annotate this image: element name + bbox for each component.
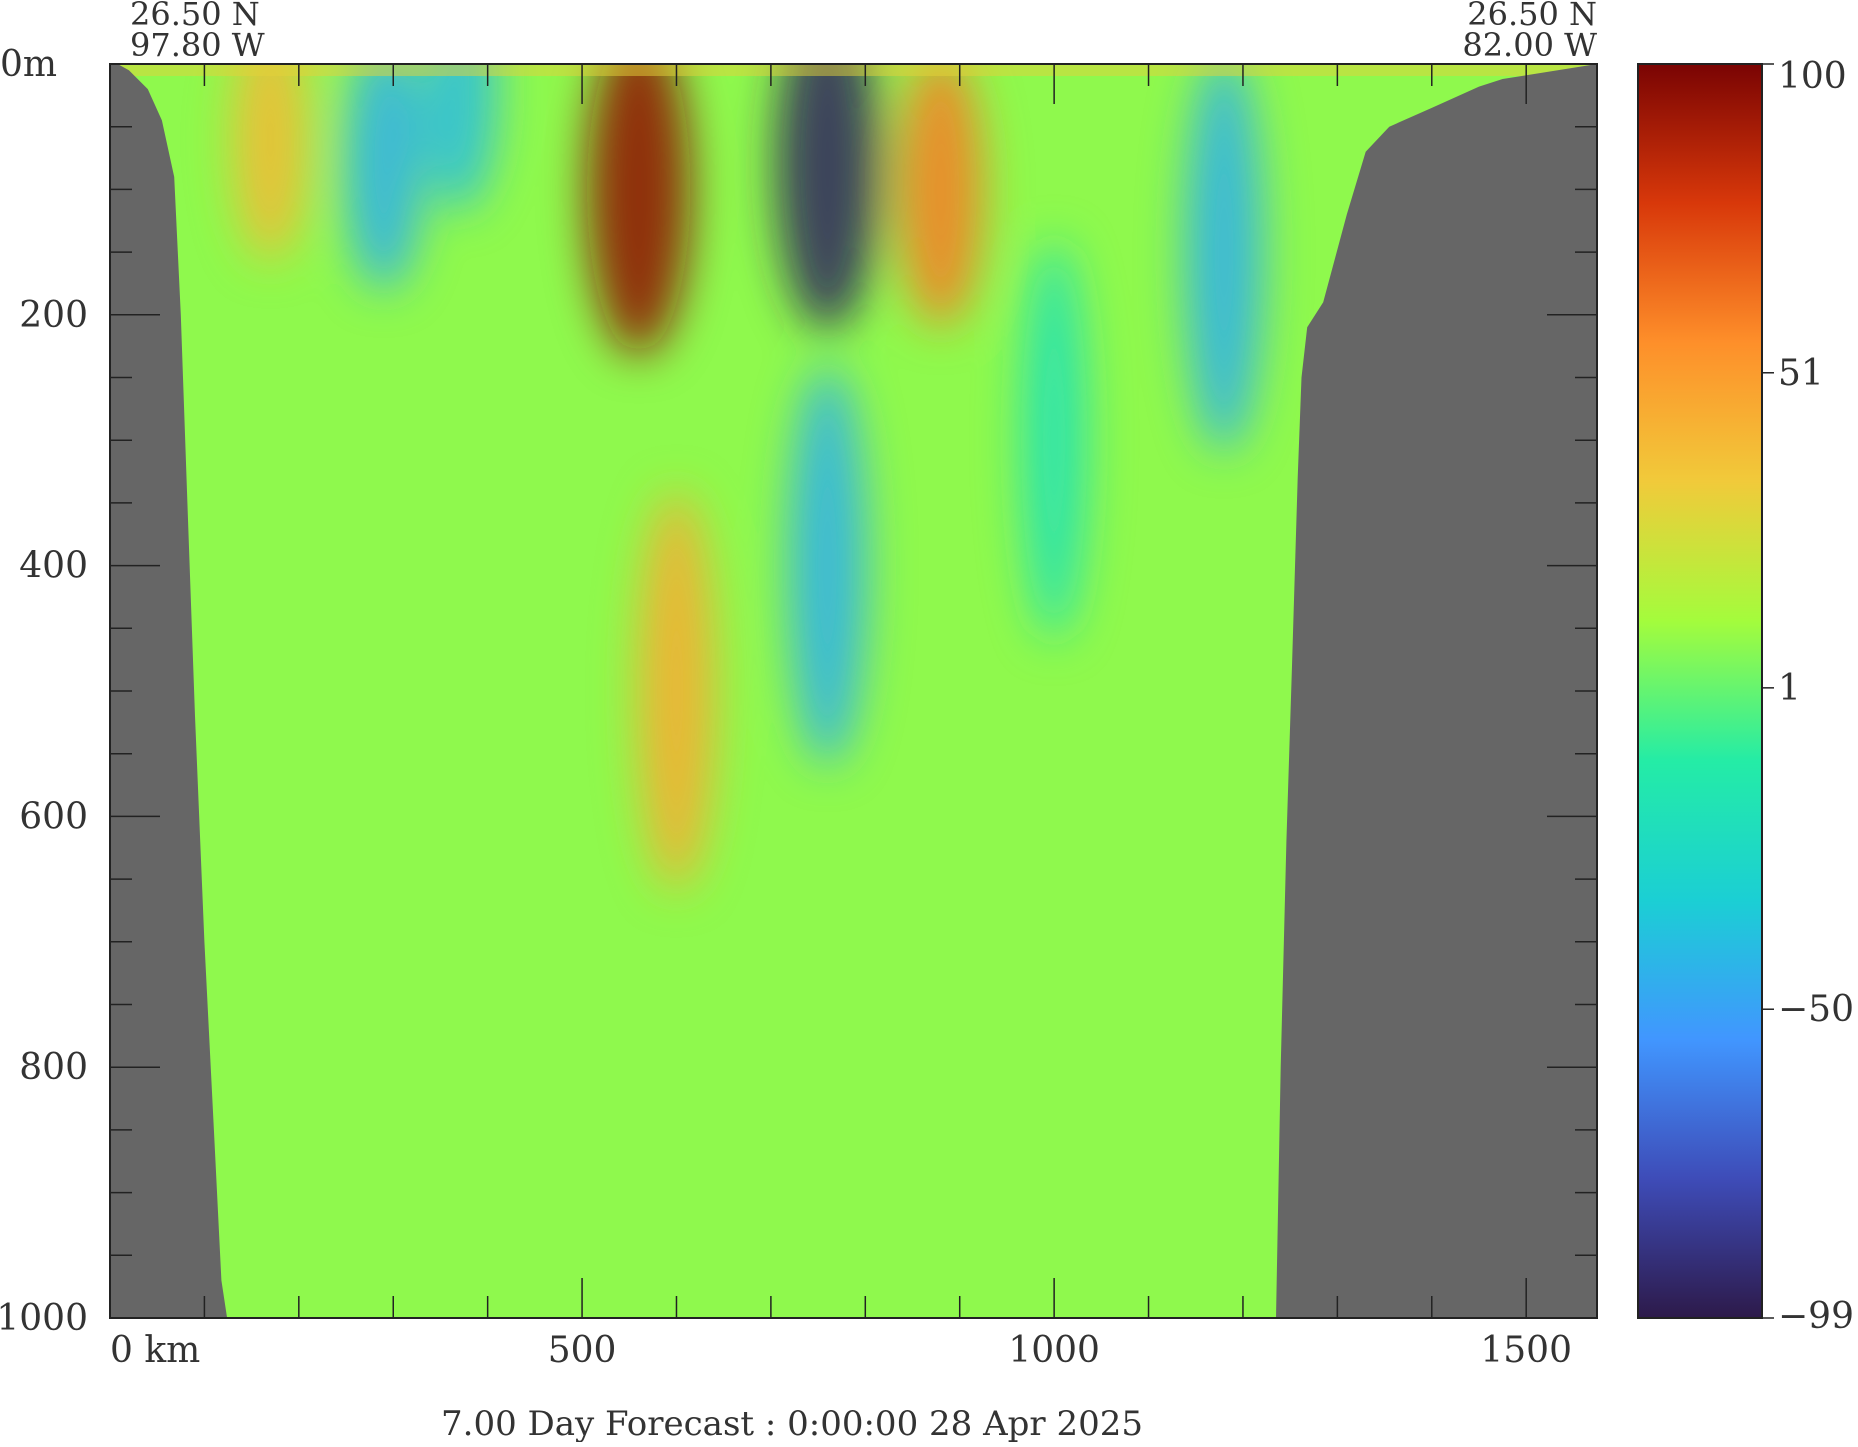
colorbar-axis: 100 51 1 −50 −99 <box>1762 56 1854 1337</box>
field-anomaly <box>775 64 880 331</box>
start-lon-label: 97.80 W <box>130 26 265 64</box>
colorbar-tick-label: 1 <box>1778 668 1801 709</box>
y-tick-label: 0m <box>0 44 57 85</box>
y-tick-label: 800 <box>19 1047 88 1088</box>
bathymetry-left <box>110 64 228 1318</box>
bathymetry-right <box>1276 64 1597 1318</box>
field-anomaly <box>788 365 867 766</box>
field-anomaly <box>586 64 691 356</box>
field-anomaly <box>232 64 309 262</box>
start-lat-label: 26.50 N <box>130 0 260 33</box>
y-tick-label: 400 <box>19 546 88 587</box>
y-axis: 0m 200 400 600 800 1000 <box>0 44 1597 1339</box>
field-anomaly <box>637 491 716 891</box>
colorbar-tick-label: −50 <box>1778 989 1854 1030</box>
field-anomaly <box>1021 240 1088 641</box>
y-tick-label: 1000 <box>0 1298 88 1339</box>
colorbar-tick-label: −99 <box>1778 1296 1854 1337</box>
field-anomaly <box>897 64 984 328</box>
field-group <box>110 64 1597 1318</box>
field-anomaly <box>421 64 498 212</box>
surface-strip <box>110 64 1597 76</box>
x-tick-label: 0 km <box>110 1330 200 1371</box>
colorbar <box>1637 63 1763 1319</box>
colorbar-tick-label: 100 <box>1778 56 1847 97</box>
x-tick-label: 500 <box>548 1330 617 1371</box>
y-tick-label: 600 <box>19 796 88 837</box>
x-axis: 0 km 500 1000 1500 <box>109 64 1572 1371</box>
field-anomaly <box>344 64 424 291</box>
field-anomalies <box>232 64 1264 891</box>
colorbar-tick-label: 51 <box>1778 353 1824 394</box>
field-anomaly <box>1184 64 1264 453</box>
x-tick-label: 1500 <box>1480 1330 1572 1371</box>
forecast-caption: 7.00 Day Forecast : 0:00:00 28 Apr 2025 <box>441 1404 1143 1442</box>
end-lon-label: 82.00 W <box>1462 26 1597 64</box>
y-tick-label: 200 <box>19 295 88 336</box>
end-lat-label: 26.50 N <box>1467 0 1597 33</box>
x-tick-label: 1000 <box>1008 1330 1100 1371</box>
